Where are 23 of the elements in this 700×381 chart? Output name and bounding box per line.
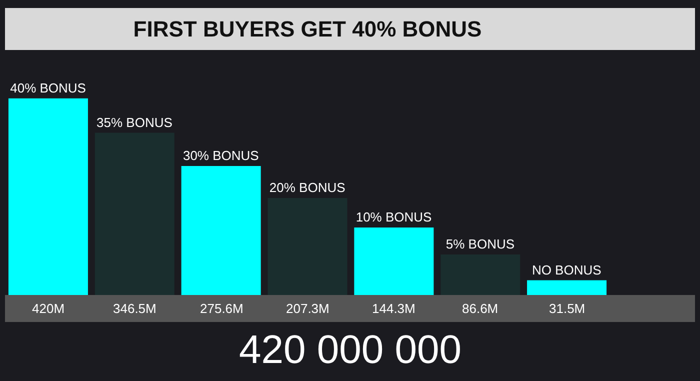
data-label: 275.6M	[200, 301, 244, 316]
x-tick-label: 35% BONUS	[96, 114, 173, 130]
x-tick-label: NO BONUS	[532, 262, 602, 278]
bar	[440, 254, 520, 295]
bar	[354, 227, 434, 295]
data-label: 86.6M	[462, 301, 498, 316]
x-tick-label: 30% BONUS	[182, 148, 260, 163]
data-label: 207.3M	[286, 301, 330, 316]
text: 420 000 000	[239, 328, 462, 372]
x-tick-label: 40% BONUS	[10, 80, 86, 96]
bar	[181, 166, 261, 295]
x-tick-label: 10% BONUS	[356, 209, 432, 224]
bar	[527, 280, 607, 295]
x-tick-label: 5% BONUS	[446, 236, 515, 252]
data-label: 144.3M	[372, 301, 416, 316]
data-label: 31.5M	[549, 301, 586, 316]
bar	[268, 198, 348, 295]
bar	[8, 98, 88, 295]
data-label: 346.5M	[113, 301, 156, 316]
bar	[94, 132, 174, 295]
data-label: 420M	[32, 301, 65, 316]
chart-title: FIRST BUYERS GET 40% BONUS	[133, 16, 482, 42]
x-tick-label: 20% BONUS	[269, 180, 346, 195]
